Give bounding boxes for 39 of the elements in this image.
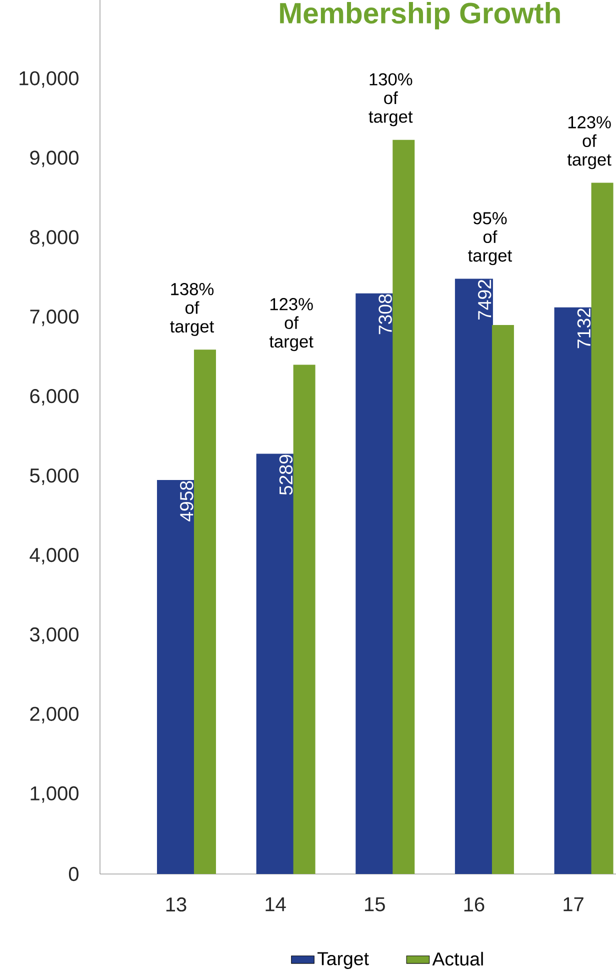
annotation: 95% of target — [468, 212, 512, 266]
annotation: 138% of target — [170, 282, 214, 336]
bar — [256, 454, 294, 874]
data-label: 5289 — [279, 454, 293, 495]
y-tick-label: 8,000 — [30, 230, 78, 247]
bar — [492, 324, 514, 874]
y-tick-label: 3,000 — [30, 627, 78, 644]
data-label: 4958 — [180, 481, 194, 522]
y-tick-label: 5,000 — [30, 468, 78, 485]
bar — [454, 278, 493, 874]
y-tick-label: 10,000 — [20, 71, 78, 88]
x-tick-label: 14 — [266, 897, 286, 912]
bar — [554, 307, 592, 874]
annotation: 123% of target — [567, 116, 612, 170]
legend-label: Target — [317, 952, 369, 969]
annotation: 130% of target — [368, 73, 413, 126]
bar — [356, 293, 394, 874]
y-tick-label: 2,000 — [30, 706, 78, 724]
y-tick-label: 1,000 — [30, 786, 78, 803]
x-tick-label: 15 — [365, 897, 385, 912]
x-tick-label: 16 — [464, 897, 484, 912]
bar — [156, 480, 195, 874]
bar — [293, 364, 316, 874]
bar — [194, 350, 216, 874]
bar — [591, 182, 614, 874]
chart-title: Membership Growth — [280, 2, 560, 30]
y-tick-label: 7,000 — [30, 310, 78, 326]
annotation: 123% of target — [269, 298, 314, 352]
data-label: 7308 — [378, 294, 392, 334]
y-tick-label: 0 — [68, 866, 78, 882]
data-label: 7492 — [478, 280, 492, 320]
data-label: 7132 — [577, 308, 591, 348]
bar — [392, 140, 415, 874]
x-tick-label: 17 — [564, 897, 584, 912]
y-tick-label: 4,000 — [30, 548, 78, 564]
legend-label: Actual — [432, 952, 483, 966]
y-tick-label: 6,000 — [30, 389, 78, 406]
y-tick-label: 9,000 — [30, 150, 78, 168]
x-tick-label: 13 — [166, 897, 186, 912]
